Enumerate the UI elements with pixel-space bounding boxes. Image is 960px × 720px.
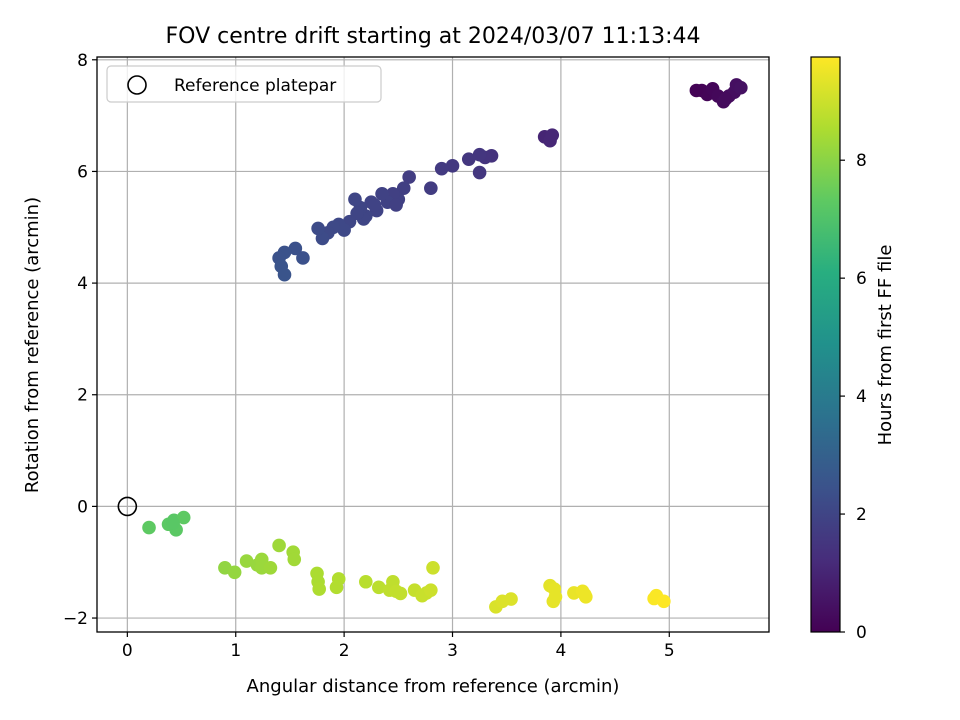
data-point xyxy=(277,267,292,282)
data-point xyxy=(424,181,438,195)
plot-frame xyxy=(96,56,770,633)
y-axis-ticks: −2 0 2 4 6 8 xyxy=(63,51,97,629)
data-point xyxy=(504,592,518,606)
legend: Reference platepar xyxy=(106,65,382,103)
y-tick-label: 8 xyxy=(77,51,88,71)
chart-title: FOV centre drift starting at 2024/03/07 … xyxy=(166,24,701,49)
legend-box xyxy=(106,65,382,103)
y-tick-label: 6 xyxy=(77,162,88,182)
y-tick-label: 0 xyxy=(77,497,88,517)
legend-label: Reference platepar xyxy=(174,76,336,96)
data-point xyxy=(393,586,408,601)
x-axis-ticks: 0 1 2 3 4 5 xyxy=(122,632,675,661)
data-point xyxy=(396,181,411,195)
reference-marker xyxy=(117,496,138,517)
colorbar-tick-label: 8 xyxy=(856,151,867,171)
data-point xyxy=(287,552,302,567)
data-point xyxy=(718,92,733,106)
data-point xyxy=(689,83,704,98)
data-point xyxy=(311,221,325,236)
data-point xyxy=(545,128,560,142)
data-point xyxy=(472,165,487,180)
x-tick-label: 1 xyxy=(230,641,241,661)
data-point xyxy=(389,198,403,212)
data-point xyxy=(445,159,460,173)
x-tick-label: 3 xyxy=(447,641,458,661)
y-axis-label: Rotation from reference (arcmin) xyxy=(22,197,43,493)
data-point xyxy=(227,565,242,580)
y-tick-label: 2 xyxy=(77,386,88,406)
data-point xyxy=(176,510,191,525)
data-point xyxy=(166,516,180,530)
data-point xyxy=(312,582,326,596)
data-point xyxy=(579,590,593,604)
data-point xyxy=(402,170,416,184)
colorbar-tick-label: 4 xyxy=(856,387,867,407)
y-tick-label: 4 xyxy=(77,274,88,294)
data-point xyxy=(546,594,561,609)
data-point xyxy=(288,241,303,256)
data-point xyxy=(359,574,373,589)
data-point xyxy=(331,572,346,586)
data-point xyxy=(372,580,386,595)
data-point xyxy=(350,206,364,221)
x-tick-label: 4 xyxy=(555,641,566,661)
data-point xyxy=(296,251,310,265)
colorbar-tick-label: 2 xyxy=(856,505,867,525)
data-point xyxy=(734,80,748,95)
data-point xyxy=(461,152,476,166)
x-tick-label: 2 xyxy=(339,641,350,661)
x-tick-label: 5 xyxy=(664,641,675,661)
data-point xyxy=(272,538,286,553)
scatter-points xyxy=(142,78,748,614)
data-point xyxy=(348,192,362,207)
colorbar-tick-label: 6 xyxy=(856,269,867,289)
data-point xyxy=(239,554,254,568)
data-point xyxy=(375,186,389,201)
x-axis-label: Angular distance from reference (arcmin) xyxy=(247,676,620,697)
y-tick-label: −2 xyxy=(63,609,88,629)
data-point xyxy=(434,161,449,176)
colorbar-tick-label: 0 xyxy=(856,623,867,643)
data-point xyxy=(657,594,671,609)
data-point xyxy=(367,198,382,212)
colorbar-label: Hours from first FF file xyxy=(875,245,896,446)
grid xyxy=(97,57,769,632)
colorbar-ticks: 0 2 4 6 8 xyxy=(840,151,867,643)
x-tick-label: 0 xyxy=(122,641,133,661)
data-point xyxy=(142,520,156,535)
colorbar xyxy=(810,56,841,633)
legend-marker xyxy=(127,75,147,95)
data-point xyxy=(424,583,438,597)
data-point xyxy=(263,561,278,575)
data-point xyxy=(472,147,487,162)
data-point xyxy=(426,561,440,575)
